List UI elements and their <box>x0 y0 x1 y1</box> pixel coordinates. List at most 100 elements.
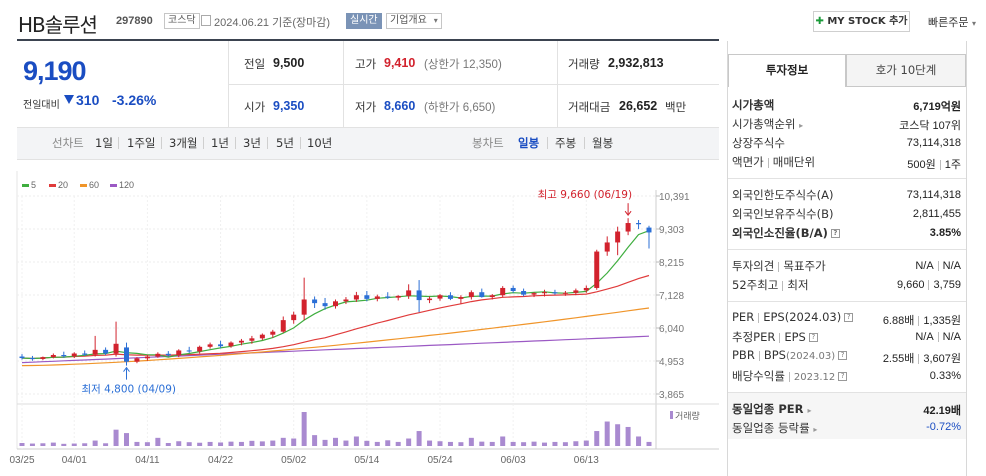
help-icon[interactable]: ? <box>838 372 848 381</box>
realtime-tag[interactable]: 실시간 <box>346 13 382 29</box>
volume-bar <box>479 441 485 446</box>
divider <box>728 301 966 302</box>
candle-body <box>291 314 297 321</box>
volume-bar <box>218 442 224 446</box>
volume-bar <box>468 437 474 446</box>
high-label: 고가 <box>355 57 377 71</box>
candle-body <box>40 357 46 359</box>
calendar-icon <box>201 15 211 26</box>
period-3y[interactable]: 3년 <box>243 136 261 150</box>
volume-bar <box>71 443 77 446</box>
help-icon[interactable]: ? <box>844 313 854 322</box>
candle-body <box>228 342 234 347</box>
period-1w[interactable]: 1주일 <box>127 136 156 150</box>
candle-body <box>594 251 600 288</box>
stock-code: 297890 <box>116 15 153 27</box>
week52-high-label: 52주최고 <box>732 278 779 292</box>
change-value: 310 <box>76 92 100 108</box>
amount-value: 26,652 <box>619 99 658 113</box>
period-10y[interactable]: 10년 <box>307 136 333 150</box>
foreign-ratio-value: 3.85% <box>929 227 961 239</box>
est-eps-value: N/A <box>942 331 961 343</box>
legend-ma5-label: 5 <box>31 180 37 190</box>
candle-body <box>186 350 192 352</box>
candle-body <box>406 290 412 296</box>
est-per-value-text: N/A <box>915 331 934 343</box>
foreign-hold-value: 2,811,455 <box>912 208 961 220</box>
est-per-label: 추정PER EPS? <box>732 329 818 345</box>
chevron-right-icon: ▸ <box>813 425 818 434</box>
change-percent: -3.26% <box>112 92 157 108</box>
volume-bar <box>343 440 349 446</box>
par-value-text: 500원 <box>907 159 936 171</box>
volume-bar <box>562 442 568 446</box>
line-chart-label: 선차트 <box>52 136 84 150</box>
est-per-label-text: 추정PER <box>732 330 776 344</box>
industry-rate-text: 동일업종 등락률 <box>732 421 810 435</box>
candle-body <box>134 358 140 362</box>
volume-bar <box>542 442 547 446</box>
volume-bar <box>395 441 401 446</box>
divider <box>779 332 781 343</box>
cap-rank-label: 시가총액순위 ▸ <box>732 116 803 132</box>
tab-invest-info[interactable]: 투자정보 <box>728 54 846 87</box>
volume-label: 거래량 <box>675 410 700 422</box>
volume-bar <box>113 429 119 446</box>
period-1y[interactable]: 1년 <box>211 136 229 150</box>
quick-order-button[interactable]: 빠른주문 ▾ <box>928 14 976 30</box>
candle-body <box>144 356 150 359</box>
divider <box>788 371 790 382</box>
x-tick-label: 04/22 <box>208 455 233 466</box>
foreign-limit-value: 73,114,318 <box>906 189 961 201</box>
period-1d[interactable]: 1일 <box>95 136 113 150</box>
period-3m[interactable]: 3개월 <box>169 136 198 150</box>
help-icon[interactable]: ? <box>808 333 818 342</box>
header-divider <box>17 39 719 41</box>
company-overview-dropdown[interactable]: 기업개요 ▾ <box>386 13 442 29</box>
market-cap-value: 6,719억원 <box>913 101 961 113</box>
base-date: 2024.06.21 기준(장마감) <box>214 17 331 29</box>
candle-body <box>437 295 443 299</box>
candle-body <box>238 340 244 343</box>
candle-body <box>197 346 203 352</box>
candle-body <box>636 223 642 225</box>
volume-bar <box>82 443 88 446</box>
help-icon[interactable]: ? <box>838 351 848 360</box>
x-tick-label: 06/13 <box>574 455 599 466</box>
divider <box>300 137 301 149</box>
volume-bar <box>416 431 422 446</box>
help-icon[interactable]: ? <box>830 229 840 238</box>
cap-rank-value: 코스닥 107위 <box>899 120 961 132</box>
per-value-text: 6.88배 <box>882 315 915 327</box>
volume-bar <box>259 441 265 446</box>
candle-daily[interactable]: 일봉 <box>518 136 540 150</box>
opinion-value: N/A N/A <box>915 260 961 272</box>
add-mystock-button[interactable]: ✚ MY STOCK 추가 <box>813 11 910 32</box>
divider <box>928 280 930 291</box>
chevron-down-icon: ▾ <box>433 16 438 25</box>
volume-bar <box>521 442 527 446</box>
add-mystock-label: MY STOCK 추가 <box>827 16 908 27</box>
candle-body <box>61 355 67 357</box>
period-bar <box>17 127 719 160</box>
low-arrow-head <box>123 366 130 372</box>
opinion-value-text: N/A <box>915 260 934 272</box>
volume-bar <box>322 439 328 446</box>
candle-body <box>447 295 453 299</box>
volume-bar <box>103 443 109 446</box>
candle-weekly[interactable]: 주봉 <box>555 136 577 150</box>
divider <box>728 392 966 393</box>
high-value: 9,410 <box>384 56 416 70</box>
industry-per-text: 동일업종 PER <box>732 402 804 416</box>
period-5y[interactable]: 5년 <box>276 136 294 150</box>
volume-bar <box>238 441 244 446</box>
divider <box>778 261 780 272</box>
divider <box>203 137 204 149</box>
tab-hoga[interactable]: 호가 10단계 <box>846 54 966 87</box>
candle-monthly[interactable]: 월봉 <box>592 136 614 150</box>
candle-body <box>19 356 25 359</box>
candle-body <box>510 287 516 291</box>
volume-bar <box>458 442 464 446</box>
volume-bar <box>40 443 46 446</box>
